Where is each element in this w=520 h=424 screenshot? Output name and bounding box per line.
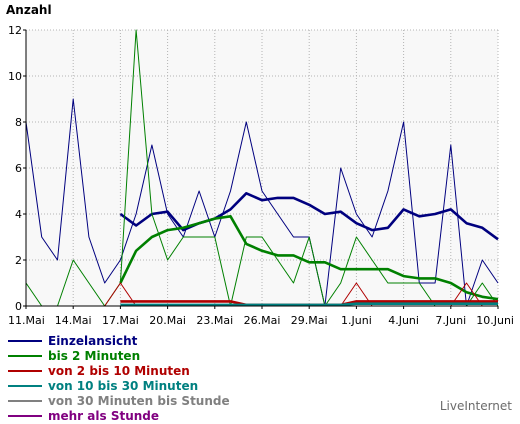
legend-item: von 10 bis 30 Minuten bbox=[8, 379, 230, 393]
legend-item: bis 2 Minuten bbox=[8, 349, 230, 363]
x-tick-label: 26.Mai bbox=[244, 314, 281, 327]
legend-item: mehr als Stunde bbox=[8, 409, 230, 423]
y-tick-label: 4 bbox=[15, 208, 22, 221]
y-axis-ticks: 0 2 4 6 8 10 12 bbox=[8, 24, 26, 313]
legend-item: von 30 Minuten bis Stunde bbox=[8, 394, 230, 408]
x-tick-label: 20.Mai bbox=[149, 314, 186, 327]
y-tick-label: 12 bbox=[8, 24, 22, 37]
grid bbox=[26, 29, 499, 306]
legend-item: Einzelansicht bbox=[8, 334, 230, 348]
brand-label: LiveInternet bbox=[439, 399, 512, 413]
legend-swatch bbox=[8, 355, 42, 357]
series-line-average bbox=[119, 215, 499, 301]
y-tick-label: 8 bbox=[15, 116, 22, 129]
legend-label: von 30 Minuten bis Stunde bbox=[48, 394, 230, 408]
legend-item: von 2 bis 10 Minuten bbox=[8, 364, 230, 378]
x-tick-label: 4.Juni bbox=[388, 314, 419, 327]
legend-label: mehr als Stunde bbox=[48, 409, 160, 423]
series-line-average bbox=[120, 302, 498, 307]
y-tick-label: 2 bbox=[15, 254, 22, 267]
x-tick-label: 29.Mai bbox=[291, 314, 328, 327]
x-tick-label: 23.Mai bbox=[196, 314, 233, 327]
x-tick-label: 10.Juni bbox=[476, 314, 514, 327]
legend-label: Einzelansicht bbox=[48, 334, 138, 348]
y-tick-label: 0 bbox=[15, 300, 22, 313]
legend-label: bis 2 Minuten bbox=[48, 349, 141, 363]
x-tick-label: 1.Juni bbox=[341, 314, 372, 327]
legend-label: von 2 bis 10 Minuten bbox=[48, 364, 190, 378]
x-tick-label: 11.Mai bbox=[8, 314, 45, 327]
legend-label: von 10 bis 30 Minuten bbox=[48, 379, 199, 393]
x-tick-label: 7.Juni bbox=[435, 314, 466, 327]
series-line-average bbox=[119, 192, 499, 241]
legend: Einzelansicht bis 2 Minuten von 2 bis 10… bbox=[8, 334, 230, 424]
x-tick-label: 17.Mai bbox=[102, 314, 139, 327]
x-tick-label: 14.Mai bbox=[55, 314, 92, 327]
chart: Anzahl 0 2 4 6 8 10 12 11.Mai 14.Mai 17.Mai 20.Ma… bbox=[6, 3, 514, 327]
legend-swatch bbox=[8, 415, 42, 417]
y-tick-label: 6 bbox=[15, 162, 22, 175]
legend-swatch bbox=[8, 370, 42, 372]
y-tick-label: 10 bbox=[8, 70, 22, 83]
x-axis-ticks: 11.Mai 14.Mai 17.Mai 20.Mai 23.Mai 26.Mai 29.M… bbox=[8, 306, 514, 327]
legend-swatch bbox=[8, 340, 42, 342]
legend-swatch bbox=[8, 400, 42, 402]
legend-swatch bbox=[8, 385, 42, 387]
y-axis-label: Anzahl bbox=[6, 3, 52, 17]
